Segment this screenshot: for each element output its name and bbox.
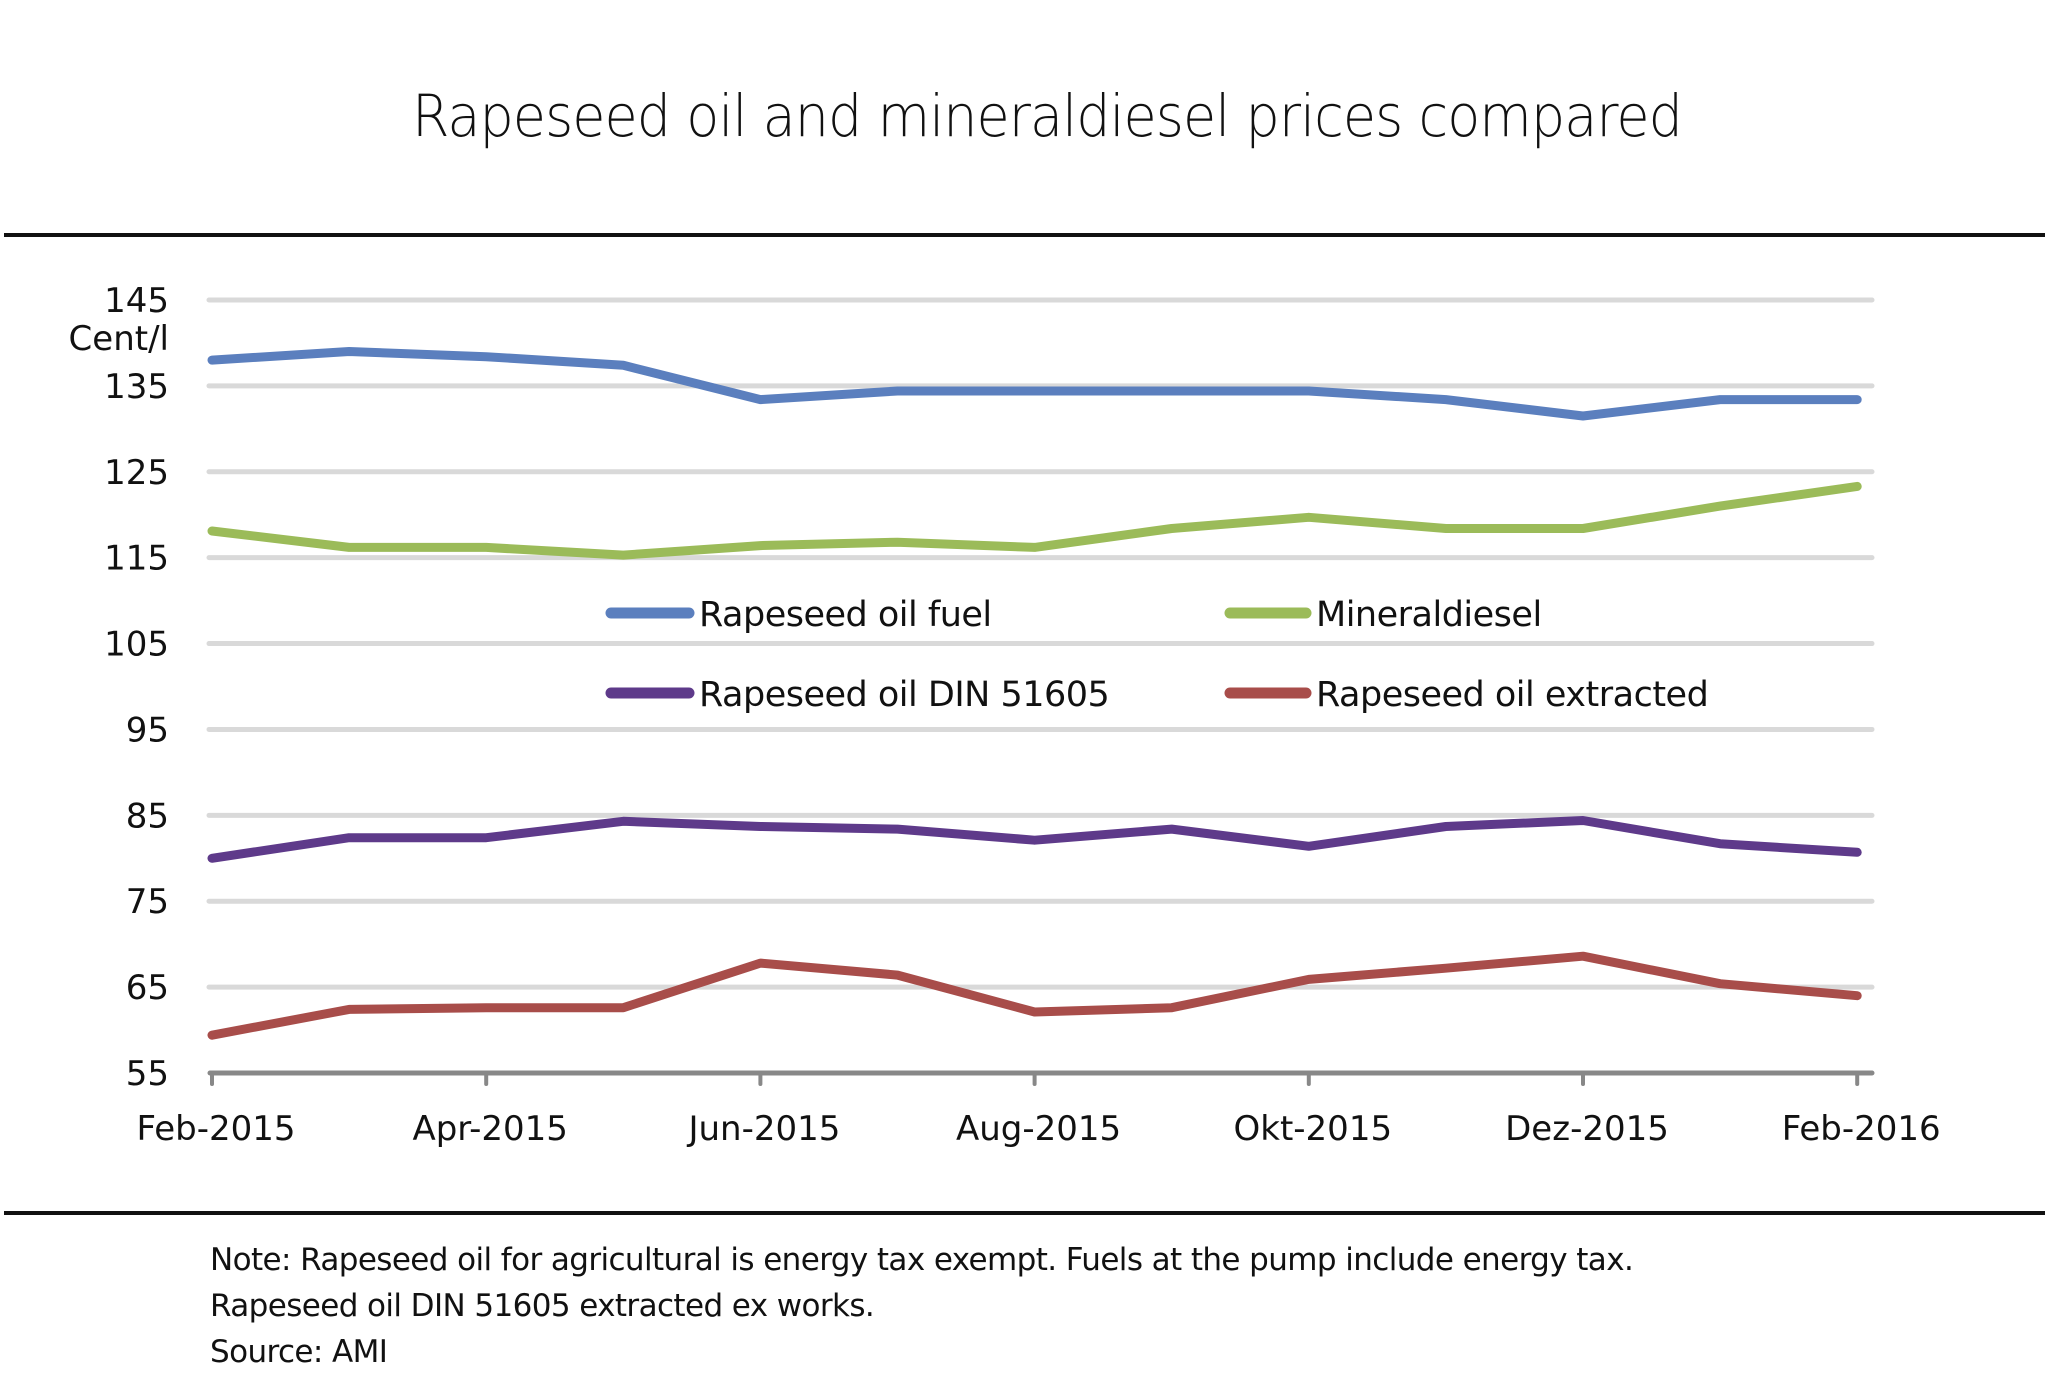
- footer-notes: Note: Rapeseed oil for agricultural is e…: [210, 1237, 1634, 1375]
- x-tick-label: Aug-2015: [956, 1109, 1121, 1149]
- y-tick-label: 65: [126, 968, 169, 1008]
- bottom-divider: [4, 1211, 2045, 1215]
- x-tick-label: Apr-2015: [412, 1109, 567, 1149]
- y-axis-tick-labels: 55 65 75 85 95 105 115 125 135 145: [104, 281, 169, 1094]
- y-tick-label: 95: [126, 710, 169, 750]
- legend-item: Rapeseed oil fuel: [605, 595, 992, 635]
- y-tick-label: 55: [126, 1054, 169, 1094]
- x-tick-label: Jun-2015: [686, 1109, 840, 1149]
- note-line-2: Rapeseed oil DIN 51605 extracted ex work…: [210, 1288, 875, 1324]
- chart-title: Rapeseed oil and mineraldiesel prices co…: [412, 82, 1683, 150]
- y-tick-label: 125: [104, 453, 169, 493]
- x-tick-label: Okt-2015: [1234, 1109, 1393, 1149]
- x-tick-label: Feb-2015: [137, 1109, 296, 1149]
- x-axis-tick-labels: Feb-2015 Apr-2015 Jun-2015 Aug-2015 Okt-2015…: [137, 1109, 1941, 1149]
- y-tick-label: 105: [104, 625, 169, 665]
- y-tick-label: 85: [126, 796, 169, 836]
- gridlines: [206, 297, 1875, 990]
- x-tick-label: Feb-2016: [1782, 1109, 1941, 1149]
- legend-item: Rapeseed oil extracted: [1224, 675, 1709, 715]
- top-divider: [4, 233, 2045, 237]
- series-line-mineraldiesel: [207, 481, 1862, 560]
- series-line-rapeseed-oil-din-51605: [207, 816, 1862, 863]
- y-axis-unit-label: Cent/l: [69, 319, 169, 359]
- note-line-1: Note: Rapeseed oil for agricultural is e…: [210, 1242, 1634, 1278]
- y-tick-label: 115: [104, 539, 169, 579]
- series-line-rapeseed-oil-extracted: [207, 951, 1862, 1040]
- x-axis: [207, 1070, 1875, 1086]
- legend-label: Mineraldiesel: [1316, 595, 1542, 635]
- x-tick-label: Dez-2015: [1505, 1109, 1669, 1149]
- legend-item: Rapeseed oil DIN 51605: [605, 675, 1110, 715]
- y-tick-label: 75: [126, 882, 169, 922]
- legend-label: Rapeseed oil DIN 51605: [699, 675, 1109, 715]
- legend-label: Rapeseed oil fuel: [699, 595, 992, 635]
- legend-item: Mineraldiesel: [1224, 595, 1542, 635]
- legend: Rapeseed oil fuel Mineraldiesel Rapeseed o…: [605, 595, 1709, 715]
- legend-label: Rapeseed oil extracted: [1316, 675, 1708, 715]
- y-tick-label: 135: [104, 367, 169, 407]
- source-line: Source: AMI: [210, 1334, 388, 1370]
- series-lines: [207, 347, 1862, 1040]
- y-tick-label: 145: [104, 281, 169, 321]
